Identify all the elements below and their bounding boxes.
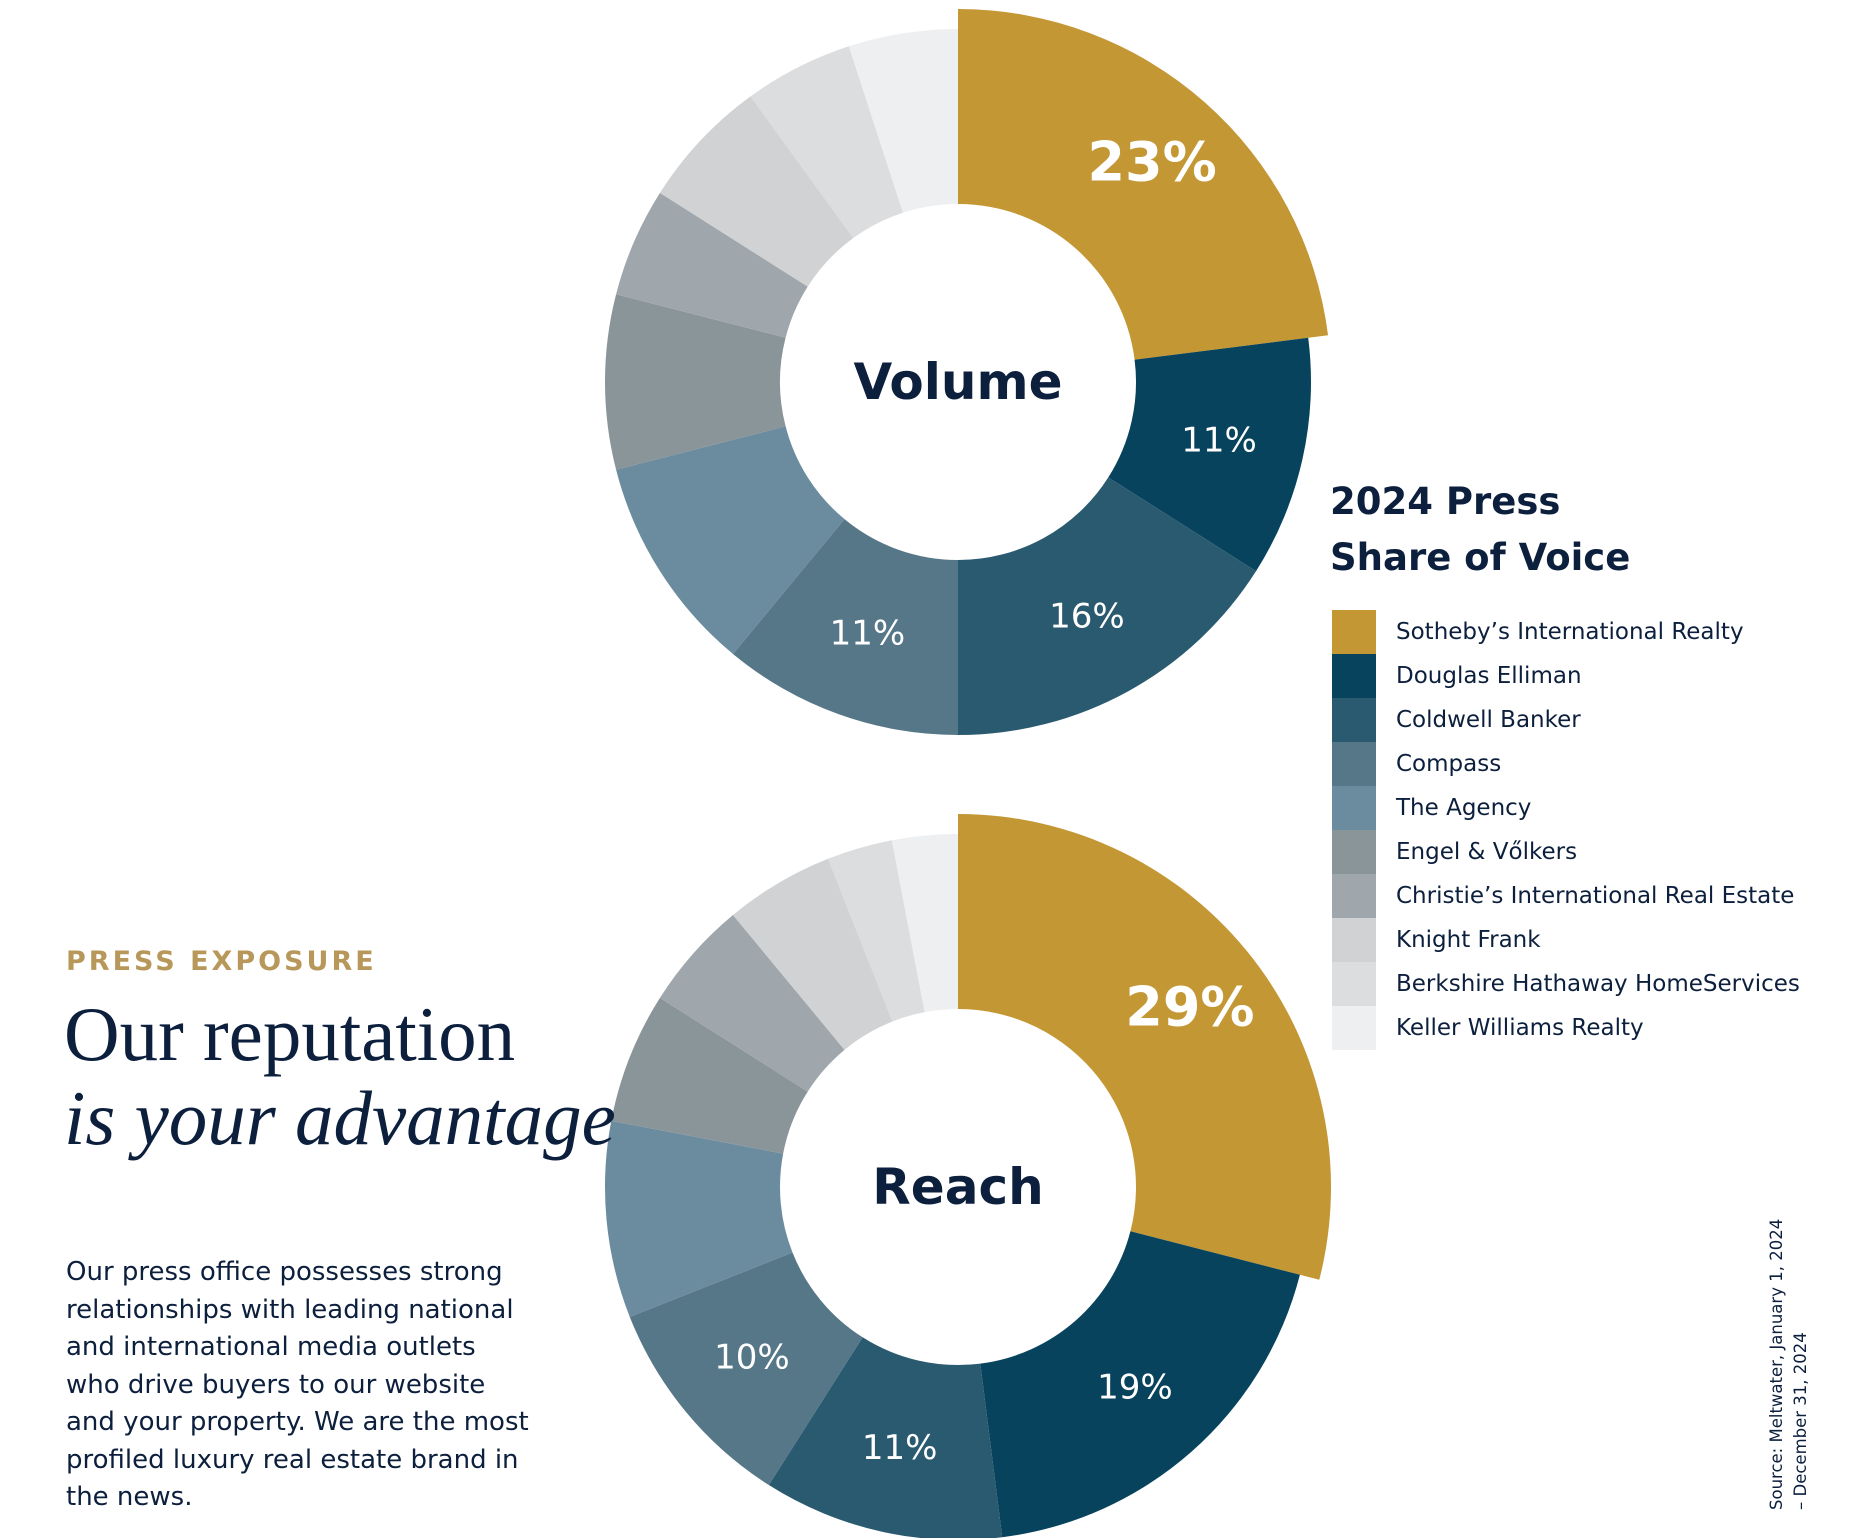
legend-swatch — [1332, 654, 1376, 698]
legend-swatch — [1332, 786, 1376, 830]
legend-item: Knight Frank — [1332, 918, 1800, 962]
chart-center-title: Reach — [872, 1158, 1043, 1216]
section-eyebrow: PRESS EXPOSURE — [66, 946, 377, 977]
legend-swatch — [1332, 742, 1376, 786]
slice-data-label: 11% — [862, 1428, 938, 1468]
pie-slice — [1108, 337, 1311, 572]
legend-swatch — [1332, 1006, 1376, 1050]
source-note: Source: Meltwater, January 1, 2024 – Dec… — [1765, 1200, 1810, 1510]
legend-label: The Agency — [1396, 795, 1532, 821]
slice-data-label: 10% — [714, 1338, 790, 1378]
source-line-2: – December 31, 2024 — [1791, 1332, 1810, 1510]
legend-item: Coldwell Banker — [1332, 698, 1800, 742]
legend-item: Sotheby’s International Realty — [1332, 610, 1800, 654]
headline: Our reputation is your advantage — [64, 992, 616, 1160]
pie-slice — [828, 840, 925, 1022]
donut-reach: 29% 19% 11% 10% Reach — [605, 814, 1331, 1538]
slice-data-label: 11% — [1181, 420, 1257, 460]
pie-slice — [629, 1252, 863, 1486]
legend-swatch — [1332, 962, 1376, 1006]
pie-slice — [732, 519, 958, 735]
pie-slice — [848, 29, 958, 213]
legend-label: Douglas Elliman — [1396, 663, 1582, 689]
legend-swatch — [1332, 918, 1376, 962]
source-line-1: Source: Meltwater, January 1, 2024 — [1767, 1218, 1786, 1510]
donut-volume: 23% 11% 16% 11% Volume — [604, 9, 1329, 735]
slice-data-label: 11% — [830, 614, 906, 654]
legend-label: Knight Frank — [1396, 927, 1541, 953]
legend-label: Christie’s International Real Estate — [1396, 883, 1795, 909]
legend-item: The Agency — [1332, 786, 1800, 830]
pie-slice — [616, 426, 845, 654]
legend-item: Christie’s International Real Estate — [1332, 874, 1800, 918]
legend-swatch — [1332, 610, 1376, 654]
chart-center-title: Volume — [853, 353, 1062, 411]
slice-data-label: 29% — [1125, 976, 1254, 1039]
slice-data-label: 19% — [1097, 1368, 1173, 1408]
pie-slice — [605, 1120, 793, 1317]
slice-data-label: 16% — [1049, 596, 1125, 636]
legend-label: Engel & Vőlkers — [1396, 839, 1578, 865]
slice-data-label: 23% — [1087, 130, 1216, 193]
legend-title: 2024 Press Share of Voice — [1330, 474, 1630, 586]
headline-line-2: is your advantage — [64, 1075, 616, 1161]
legend-item: Keller Williams Realty — [1332, 1006, 1800, 1050]
pie-slice — [616, 192, 808, 338]
legend-swatch — [1332, 830, 1376, 874]
legend-label: Keller Williams Realty — [1396, 1015, 1644, 1041]
pie-slice — [750, 46, 903, 238]
pie-slice — [958, 477, 1257, 735]
pie-slice — [891, 834, 958, 1013]
legend-item: Engel & Vőlkers — [1332, 830, 1800, 874]
pie-slice — [732, 858, 893, 1050]
legend-label: Compass — [1396, 751, 1502, 777]
legend-title-line-1: 2024 Press — [1330, 480, 1561, 523]
pie-slice — [659, 915, 845, 1092]
legend-swatch — [1332, 698, 1376, 742]
legend-title-line-2: Share of Voice — [1330, 536, 1631, 579]
headline-line-1: Our reputation — [64, 991, 516, 1077]
pie-slice — [980, 1231, 1300, 1538]
legend-item: Compass — [1332, 742, 1800, 786]
legend-item: Berkshire Hathaway HomeServices — [1332, 962, 1800, 1006]
legend-swatch — [1332, 874, 1376, 918]
legend-label: Sotheby’s International Realty — [1396, 619, 1744, 645]
pie-slice — [768, 1337, 1003, 1538]
pie-slice — [604, 294, 786, 470]
body-paragraph: Our press office possesses strong relati… — [66, 1257, 529, 1512]
legend-label: Berkshire Hathaway HomeServices — [1396, 971, 1800, 997]
legend-item: Douglas Elliman — [1332, 654, 1800, 698]
pie-slice — [958, 814, 1331, 1280]
legend-label: Coldwell Banker — [1396, 707, 1581, 733]
pie-slice — [611, 997, 808, 1154]
chart-legend: Sotheby’s International Realty Douglas El… — [1332, 610, 1800, 1050]
pie-slice — [659, 96, 854, 287]
pie-slice — [958, 9, 1329, 360]
